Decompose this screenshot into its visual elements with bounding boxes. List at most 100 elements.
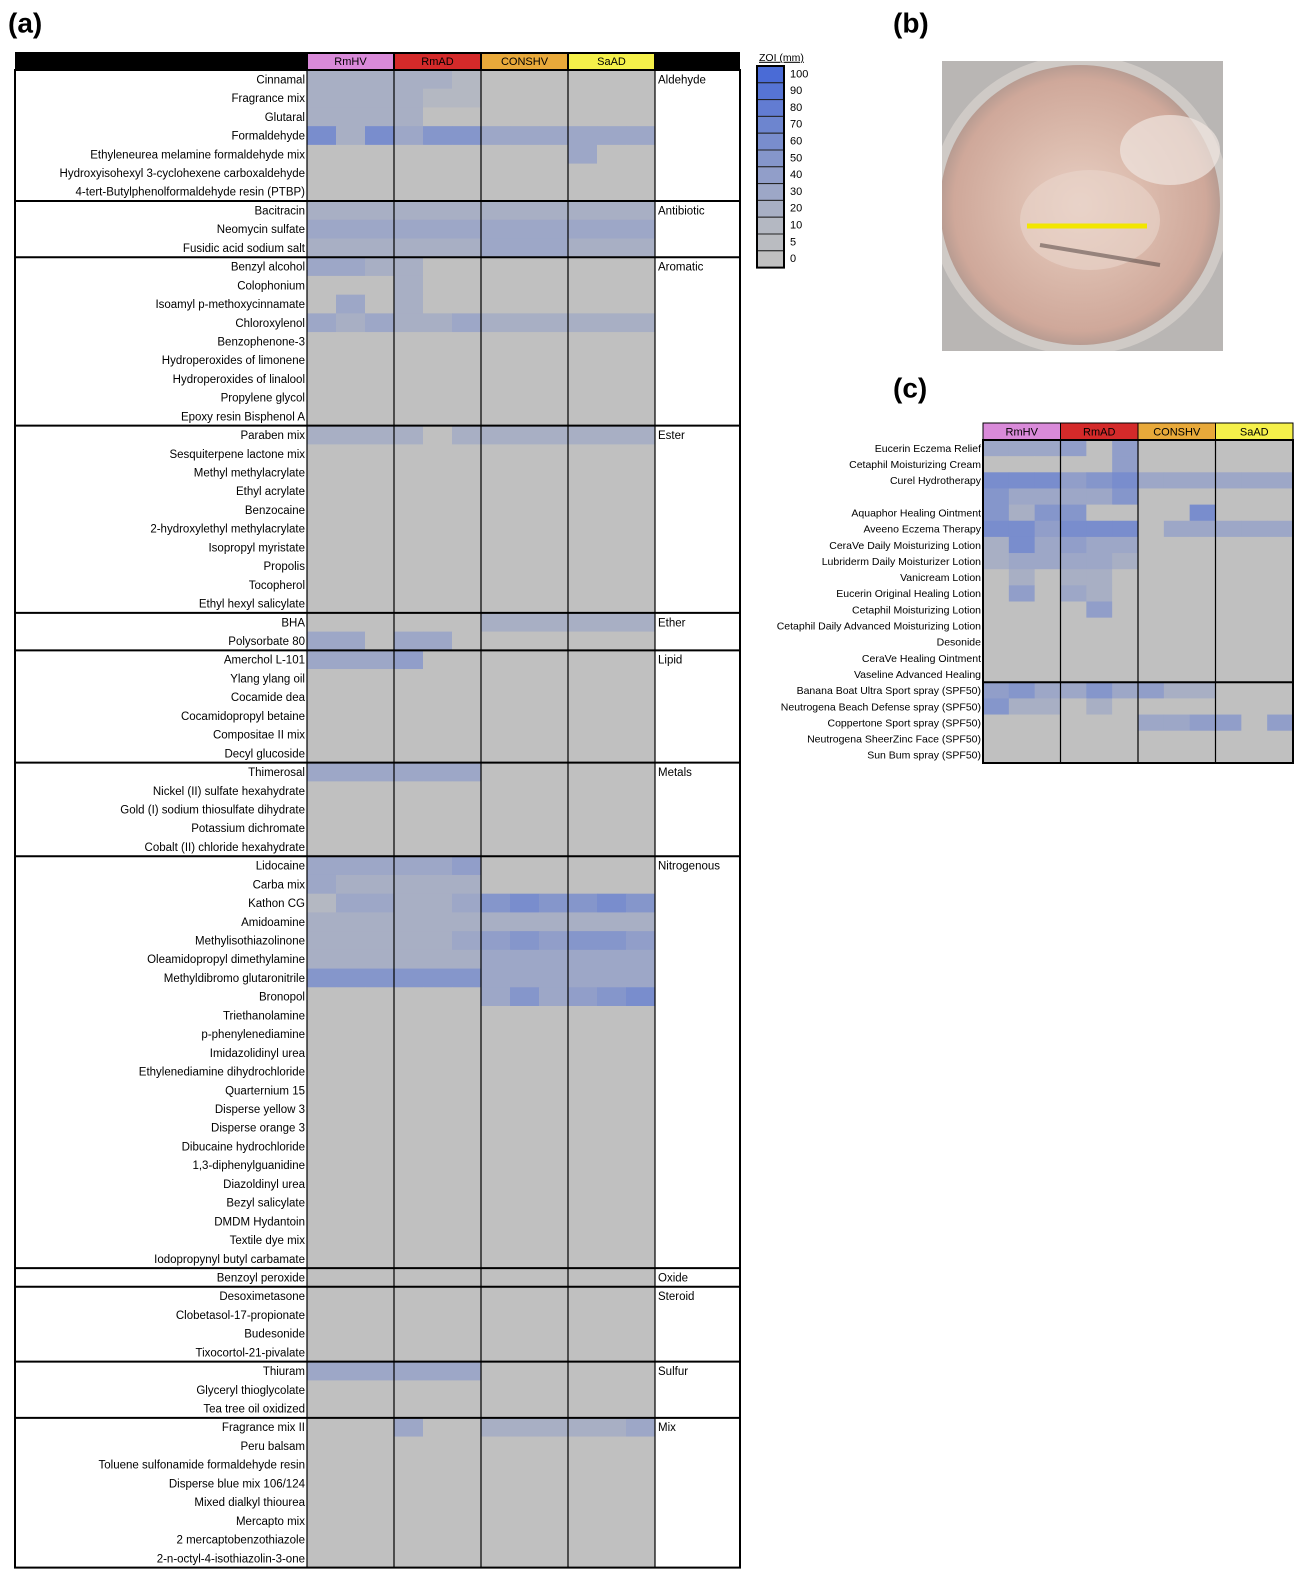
heat-cell xyxy=(510,1230,540,1250)
row-label: Bezyl salicylate xyxy=(226,1198,305,1210)
row-label: Potassium dichromate xyxy=(191,823,305,835)
heat-cell xyxy=(365,425,395,445)
heat-cell xyxy=(539,1155,569,1175)
heat-cell xyxy=(365,313,395,333)
heat-cell xyxy=(626,126,656,146)
heat-cell xyxy=(1060,666,1087,683)
heat-cell xyxy=(626,1230,656,1250)
row-label: Formaldehyde xyxy=(231,131,305,143)
heat-cell xyxy=(626,1361,656,1381)
heat-cell xyxy=(394,949,424,969)
heat-cell xyxy=(481,781,511,801)
heat-cell xyxy=(510,1249,540,1269)
heat-cell xyxy=(626,1436,656,1456)
heat-cell xyxy=(481,538,511,558)
heat-cell xyxy=(452,500,482,520)
heat-cell xyxy=(1163,730,1191,748)
heat-cell xyxy=(626,1024,656,1044)
heat-cell xyxy=(1060,714,1087,732)
heat-cell xyxy=(539,556,569,576)
heat-cell xyxy=(336,949,366,969)
colorbar-tick-label: 30 xyxy=(790,186,802,198)
row-label: Budesonide xyxy=(244,1329,305,1341)
heat-cell xyxy=(394,856,424,876)
heat-cell xyxy=(481,1324,511,1344)
heat-cell xyxy=(626,182,656,202)
row-label: Benzophenone-3 xyxy=(217,336,305,348)
heat-cell xyxy=(539,107,569,127)
colorbar-tick-label: 10 xyxy=(790,220,802,232)
heat-cell xyxy=(394,519,424,539)
heat-cell xyxy=(510,1530,540,1550)
heat-cell xyxy=(1008,504,1036,522)
heat-cell xyxy=(1086,746,1113,764)
heat-cell xyxy=(1112,553,1139,570)
heat-cell xyxy=(983,569,1010,586)
group-label: Antibiotic xyxy=(658,205,705,217)
heat-cell xyxy=(423,444,453,464)
heat-cell xyxy=(539,1342,569,1363)
heat-cell xyxy=(568,257,598,277)
heat-cell xyxy=(626,1080,656,1100)
heat-cell xyxy=(336,575,366,595)
colorbar-swatch xyxy=(756,115,785,134)
heat-cell xyxy=(307,1099,337,1119)
row-label: Amidoamine xyxy=(241,917,305,929)
heat-cell xyxy=(983,649,1010,667)
heat-cell xyxy=(1163,553,1191,570)
heat-cell xyxy=(307,818,337,838)
heat-cell xyxy=(481,481,511,501)
heat-cell xyxy=(568,275,598,296)
heat-cell xyxy=(307,837,337,857)
heat-cell xyxy=(1034,585,1061,602)
heat-cell xyxy=(1034,472,1061,489)
heat-cell xyxy=(539,1361,569,1381)
heat-cell xyxy=(1267,488,1294,505)
heat-cell xyxy=(1189,730,1216,748)
heat-cell xyxy=(1034,633,1061,651)
heat-cell xyxy=(481,800,511,820)
heat-cell xyxy=(307,182,337,202)
heat-cell xyxy=(983,730,1010,748)
heat-cell xyxy=(423,1305,453,1325)
heat-cell xyxy=(1060,488,1087,505)
heat-cell xyxy=(452,893,482,913)
heat-cell xyxy=(568,1137,598,1157)
heat-cell xyxy=(481,500,511,520)
heat-cell xyxy=(539,538,569,558)
heat-cell xyxy=(510,1380,540,1400)
heat-cell xyxy=(626,275,656,296)
heat-cell xyxy=(597,313,627,333)
heat-cell xyxy=(626,1118,656,1138)
heat-cell xyxy=(597,88,627,108)
heat-cell xyxy=(597,762,627,782)
heat-cell xyxy=(423,893,453,913)
heat-cell xyxy=(481,1230,511,1250)
heat-cell xyxy=(983,682,1010,699)
heat-cell xyxy=(481,893,511,913)
heat-cell xyxy=(568,463,598,483)
row-label: Textile dye mix xyxy=(230,1235,306,1247)
heat-cell xyxy=(597,1062,627,1082)
heat-cell xyxy=(394,219,424,239)
row-label: Methyl methylacrylate xyxy=(194,468,305,480)
heat-cell xyxy=(365,556,395,576)
heat-cell xyxy=(423,1080,453,1100)
heat-cell xyxy=(626,743,656,764)
heat-cell xyxy=(1112,633,1139,651)
heat-cell xyxy=(510,743,540,764)
heat-cell xyxy=(423,1006,453,1026)
heat-cell xyxy=(336,332,366,352)
heat-cell xyxy=(510,313,540,333)
heat-cell xyxy=(307,1230,337,1250)
heat-cell xyxy=(626,1399,656,1419)
heat-cell xyxy=(336,144,366,164)
heat-cell xyxy=(539,1268,569,1288)
heat-cell xyxy=(336,818,366,838)
colorbar-tick-label: 40 xyxy=(790,169,802,181)
heat-cell xyxy=(336,912,366,932)
heat-cell xyxy=(1060,456,1087,473)
heat-cell xyxy=(365,1361,395,1381)
heat-cell xyxy=(1008,730,1036,748)
